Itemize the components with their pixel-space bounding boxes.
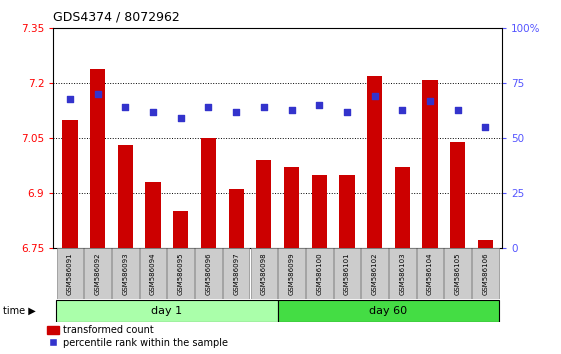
Bar <box>90 69 105 248</box>
Text: GSM586104: GSM586104 <box>427 252 433 295</box>
Point <box>370 93 379 99</box>
Text: GSM586096: GSM586096 <box>205 252 211 295</box>
Bar <box>417 248 443 299</box>
Text: GSM586099: GSM586099 <box>288 252 295 295</box>
Point <box>232 109 241 115</box>
Text: GSM586091: GSM586091 <box>67 252 73 295</box>
Point <box>342 109 351 115</box>
Text: GSM586094: GSM586094 <box>150 252 156 295</box>
Text: GDS4374 / 8072962: GDS4374 / 8072962 <box>53 11 180 24</box>
Point <box>315 102 324 108</box>
Bar <box>118 145 133 248</box>
Point <box>66 96 75 101</box>
Text: time ▶: time ▶ <box>3 306 35 316</box>
Bar <box>56 299 278 322</box>
Text: GSM586097: GSM586097 <box>233 252 239 295</box>
Bar <box>278 299 499 322</box>
Point <box>93 91 102 97</box>
Bar <box>306 248 333 299</box>
Text: GSM586103: GSM586103 <box>399 252 406 295</box>
Point <box>287 107 296 112</box>
Bar <box>228 189 244 248</box>
Point <box>481 124 490 130</box>
Bar <box>62 120 77 248</box>
Bar <box>422 80 438 248</box>
Bar <box>201 138 216 248</box>
Point <box>204 104 213 110</box>
Bar <box>444 248 471 299</box>
Text: GSM586102: GSM586102 <box>371 252 378 295</box>
Bar <box>195 248 222 299</box>
Bar <box>389 248 416 299</box>
Bar <box>167 248 194 299</box>
Bar <box>256 160 272 248</box>
Bar <box>361 248 388 299</box>
Point <box>426 98 435 104</box>
Text: GSM586095: GSM586095 <box>178 252 184 295</box>
Bar <box>57 248 83 299</box>
Text: GSM586100: GSM586100 <box>316 252 322 295</box>
Bar <box>278 248 305 299</box>
Bar <box>395 167 410 248</box>
Bar <box>140 248 166 299</box>
Text: GSM586098: GSM586098 <box>261 252 267 295</box>
Text: GSM586092: GSM586092 <box>95 252 100 295</box>
Bar <box>251 248 277 299</box>
Bar <box>367 76 382 248</box>
Bar <box>311 175 327 248</box>
Bar <box>339 175 355 248</box>
Text: GSM586105: GSM586105 <box>455 252 461 295</box>
Bar <box>112 248 139 299</box>
Text: day 1: day 1 <box>151 306 182 316</box>
Text: GSM586106: GSM586106 <box>482 252 489 295</box>
Bar <box>145 182 160 248</box>
Bar <box>478 240 493 248</box>
Point <box>149 109 158 115</box>
Text: GSM586093: GSM586093 <box>122 252 128 295</box>
Bar <box>173 211 188 248</box>
Point <box>176 115 185 121</box>
Text: GSM586101: GSM586101 <box>344 252 350 295</box>
Bar <box>450 142 466 248</box>
Bar <box>334 248 360 299</box>
Point <box>259 104 268 110</box>
Bar <box>472 248 499 299</box>
Point <box>121 104 130 110</box>
Text: day 60: day 60 <box>370 306 408 316</box>
Point <box>398 107 407 112</box>
Legend: transformed count, percentile rank within the sample: transformed count, percentile rank withi… <box>47 325 228 348</box>
Bar <box>223 248 250 299</box>
Bar <box>84 248 111 299</box>
Bar <box>284 167 299 248</box>
Point <box>453 107 462 112</box>
